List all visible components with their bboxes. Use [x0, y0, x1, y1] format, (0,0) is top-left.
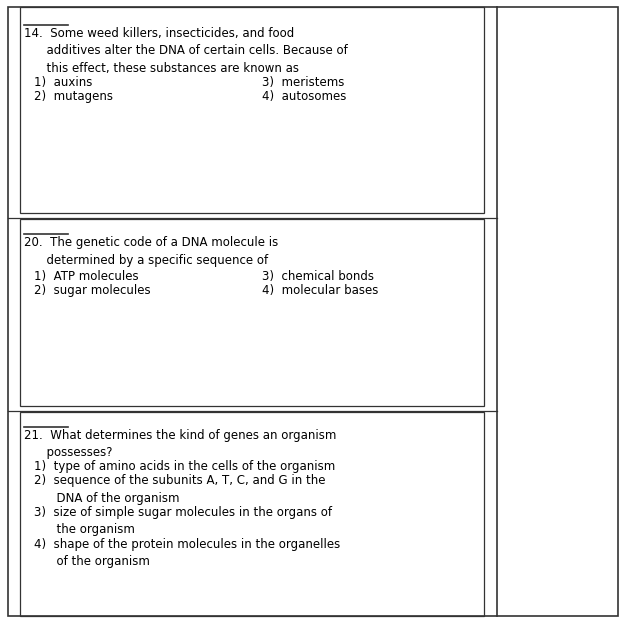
- Text: 4)  molecular bases: 4) molecular bases: [262, 284, 379, 297]
- Bar: [20, 7, 484, 213]
- Bar: [20, 219, 484, 406]
- Text: 14.  Some weed killers, insecticides, and food
      additives alter the DNA of : 14. Some weed killers, insecticides, and…: [24, 27, 348, 75]
- Text: 21.  What determines the kind of genes an organism
      possesses?: 21. What determines the kind of genes an…: [24, 429, 336, 459]
- Text: 1)  ATP molecules: 1) ATP molecules: [34, 270, 139, 283]
- Text: 2)  mutagens: 2) mutagens: [34, 90, 113, 103]
- Text: 3)  size of simple sugar molecules in the organs of
      the organism: 3) size of simple sugar molecules in the…: [34, 506, 332, 536]
- Bar: [20, 412, 484, 616]
- Text: 20.  The genetic code of a DNA molecule is
      determined by a specific sequen: 20. The genetic code of a DNA molecule i…: [24, 236, 278, 267]
- Text: 1)  type of amino acids in the cells of the organism: 1) type of amino acids in the cells of t…: [34, 460, 336, 473]
- Text: 4)  autosomes: 4) autosomes: [262, 90, 347, 103]
- Text: 2)  sequence of the subunits A, T, C, and G in the
      DNA of the organism: 2) sequence of the subunits A, T, C, and…: [34, 474, 326, 505]
- Text: 3)  chemical bonds: 3) chemical bonds: [262, 270, 374, 283]
- Text: 2)  sugar molecules: 2) sugar molecules: [34, 284, 151, 297]
- Text: 1)  auxins: 1) auxins: [34, 76, 92, 89]
- Text: 3)  meristems: 3) meristems: [262, 76, 345, 89]
- Text: 4)  shape of the protein molecules in the organelles
      of the organism: 4) shape of the protein molecules in the…: [34, 538, 341, 568]
